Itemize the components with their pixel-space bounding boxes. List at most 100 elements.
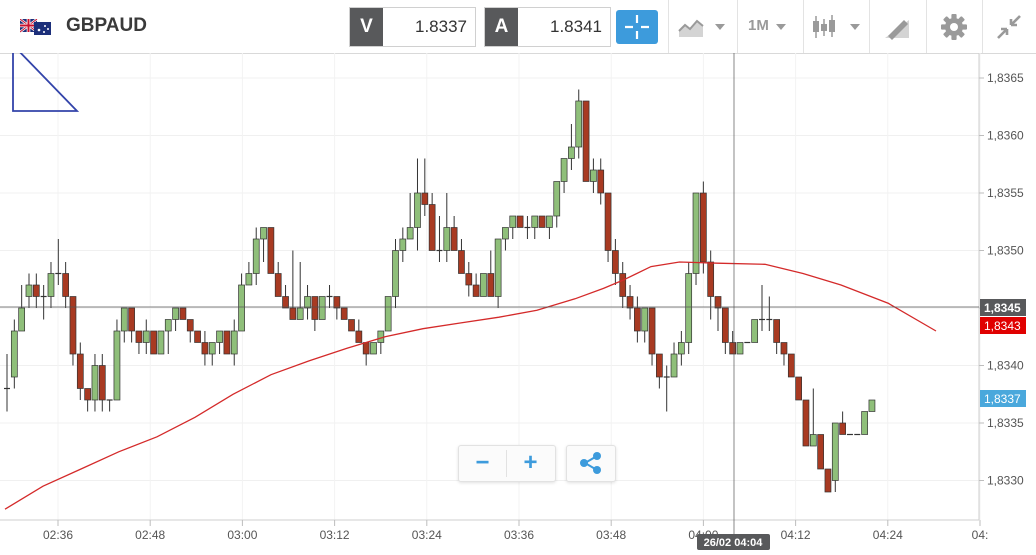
candle-body xyxy=(604,192,612,251)
candle-body xyxy=(230,330,238,355)
candle-body xyxy=(729,342,737,355)
candle-body xyxy=(575,100,583,148)
price-tick-label: 1,8365 xyxy=(987,71,1024,85)
candle-body xyxy=(494,238,502,297)
candle-body xyxy=(370,342,377,355)
toolbar-divider xyxy=(869,0,870,53)
toolbar: GBPAUD V 1.8337 A 1.8341 1M xyxy=(0,0,1036,54)
bid-price-text: 1,8337 xyxy=(984,392,1021,406)
candle-body xyxy=(428,204,436,251)
chart-type-button[interactable] xyxy=(676,10,732,44)
candle-body xyxy=(619,273,627,297)
candle-body xyxy=(296,307,304,320)
candle-body xyxy=(399,238,407,251)
candle-body xyxy=(472,284,480,297)
candle-body xyxy=(304,296,311,309)
timeframe-button[interactable]: 1M xyxy=(742,10,798,44)
candle-body xyxy=(538,215,546,228)
candle-body xyxy=(18,307,26,332)
time-axis: 02:3602:4803:0003:1203:2403:3603:4804:00… xyxy=(43,520,988,542)
candle-body xyxy=(150,330,157,355)
candle-body xyxy=(516,215,524,228)
area-chart-icon xyxy=(678,19,704,37)
candle-body xyxy=(809,434,817,447)
triangle-drawing[interactable] xyxy=(12,53,80,112)
candle-body xyxy=(861,411,868,435)
candle-body xyxy=(685,273,693,343)
candle-body xyxy=(186,319,194,332)
zoom-out-button[interactable]: − xyxy=(459,446,506,481)
candle-body xyxy=(142,330,150,343)
price-tick-label: 1,8330 xyxy=(987,474,1024,488)
sell-price: 1.8337 xyxy=(415,17,467,36)
instrument-symbol: GBPAUD xyxy=(66,15,147,36)
gear-icon xyxy=(941,14,967,40)
candle-body xyxy=(773,319,781,343)
price-tick-label: 1,8335 xyxy=(987,416,1024,430)
candle-body xyxy=(714,296,722,309)
time-tick-label: 03:24 xyxy=(412,528,442,542)
candle-body xyxy=(282,296,289,309)
candles xyxy=(4,89,876,493)
candle-body xyxy=(678,342,685,355)
buy-price-box[interactable]: A 1.8341 xyxy=(484,7,611,47)
drawing-tools-button[interactable] xyxy=(880,10,916,44)
time-tick-label: 04: xyxy=(972,528,989,542)
candle-body xyxy=(32,284,40,297)
candle-body xyxy=(450,227,458,251)
candle-body xyxy=(201,342,209,355)
candle-body xyxy=(406,227,414,240)
time-tick-label: 03:36 xyxy=(504,528,534,542)
candle-body xyxy=(69,296,77,355)
candle-body xyxy=(868,399,876,412)
candle-body xyxy=(340,307,348,320)
zoom-divider xyxy=(506,450,507,477)
candle-body xyxy=(824,468,832,493)
time-tick-label: 03:00 xyxy=(227,528,257,542)
candle-body xyxy=(502,227,509,240)
candle-body xyxy=(128,307,135,332)
ma-price-label: 1,8343 xyxy=(980,317,1026,334)
price-chart[interactable]: 1,8365 1,8360 1,8355 1,8350 1,8345 1,8340 1,83… xyxy=(0,53,1036,555)
candle-body xyxy=(245,273,253,286)
crosshair-button[interactable] xyxy=(616,10,658,44)
candle-style-button[interactable] xyxy=(810,10,866,44)
candle-body xyxy=(348,319,355,332)
crosshair-icon xyxy=(625,15,649,39)
candle-body xyxy=(648,307,656,355)
buy-price: 1.8341 xyxy=(550,17,602,36)
candle-body xyxy=(392,250,399,297)
ma-price-text: 1,8343 xyxy=(984,319,1021,333)
sell-tag: V xyxy=(350,8,383,46)
candle-body xyxy=(531,215,539,228)
sell-price-box[interactable]: V 1.8337 xyxy=(349,7,476,47)
candle-body xyxy=(839,422,846,435)
bid-price-label: 1,8337 xyxy=(980,390,1026,407)
moving-average-line xyxy=(4,261,937,510)
candle-body xyxy=(751,319,759,343)
price-axis: 1,8365 1,8360 1,8355 1,8350 1,8345 1,8340 1,83… xyxy=(979,71,1024,488)
candle-body xyxy=(362,342,370,355)
candle-body xyxy=(634,307,641,332)
candle-body xyxy=(384,296,392,332)
candle-body xyxy=(414,192,421,228)
candle-body xyxy=(597,169,605,194)
candle-body xyxy=(560,158,568,182)
time-tick-label: 03:48 xyxy=(596,528,626,542)
toolbar-divider xyxy=(668,0,669,53)
collapse-button[interactable] xyxy=(992,10,1026,44)
share-button[interactable] xyxy=(566,445,616,482)
candle-body xyxy=(289,307,297,320)
candle-body xyxy=(238,284,245,332)
candle-body xyxy=(208,342,216,355)
candle-body xyxy=(480,273,487,297)
candle-body xyxy=(333,296,341,309)
chevron-down-icon xyxy=(715,24,725,30)
candle-body xyxy=(641,307,649,332)
settings-button[interactable] xyxy=(937,10,971,44)
time-tick-label: 04:24 xyxy=(873,528,903,542)
candle-body xyxy=(311,296,319,320)
price-tick-label: 1,8360 xyxy=(987,129,1024,143)
zoom-in-button[interactable]: + xyxy=(507,446,554,481)
candle-body xyxy=(267,227,275,274)
